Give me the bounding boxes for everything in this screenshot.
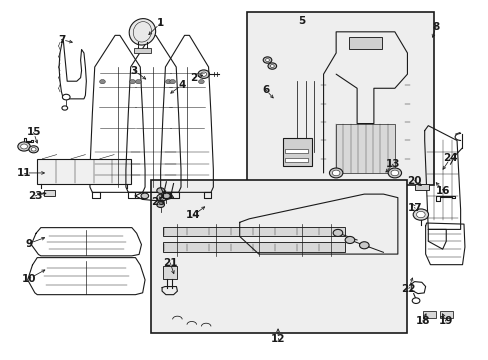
Text: 10: 10 — [21, 274, 36, 284]
Circle shape — [198, 70, 209, 78]
Text: 18: 18 — [415, 316, 429, 326]
Circle shape — [387, 168, 401, 178]
Circle shape — [201, 72, 206, 76]
Circle shape — [159, 196, 163, 199]
Circle shape — [62, 106, 67, 110]
Circle shape — [31, 148, 36, 151]
Circle shape — [329, 168, 342, 178]
Text: 12: 12 — [270, 334, 285, 345]
Text: 7: 7 — [58, 35, 65, 45]
Bar — [38, 159, 131, 184]
Text: 21: 21 — [163, 258, 177, 268]
Circle shape — [270, 65, 274, 67]
Circle shape — [265, 59, 269, 62]
Text: 17: 17 — [407, 203, 422, 213]
Circle shape — [412, 209, 427, 220]
Text: 25: 25 — [151, 197, 165, 207]
Bar — [163, 226, 345, 237]
Circle shape — [332, 170, 339, 176]
Text: 11: 11 — [17, 168, 31, 178]
Circle shape — [157, 188, 164, 193]
Circle shape — [198, 80, 204, 84]
Circle shape — [20, 144, 27, 149]
Circle shape — [141, 193, 148, 199]
Ellipse shape — [129, 19, 155, 45]
Text: 5: 5 — [298, 16, 305, 26]
Bar — [348, 37, 382, 49]
Circle shape — [18, 142, 30, 151]
Bar — [163, 242, 345, 252]
Circle shape — [157, 194, 166, 201]
Circle shape — [411, 298, 419, 303]
Text: 3: 3 — [130, 66, 138, 76]
Bar — [151, 180, 407, 333]
Circle shape — [267, 63, 276, 69]
Text: 13: 13 — [385, 159, 400, 169]
Text: 23: 23 — [28, 191, 42, 201]
Bar — [134, 48, 151, 53]
Bar — [285, 158, 307, 162]
Bar — [246, 13, 433, 185]
Bar — [44, 190, 55, 196]
Circle shape — [62, 94, 70, 100]
Text: 15: 15 — [26, 127, 41, 138]
Circle shape — [169, 80, 175, 84]
Text: 8: 8 — [432, 22, 439, 32]
Bar — [335, 123, 394, 173]
Text: 2: 2 — [190, 73, 198, 83]
Bar — [285, 149, 307, 153]
Text: 6: 6 — [262, 85, 269, 95]
Circle shape — [390, 170, 398, 176]
Text: 20: 20 — [407, 176, 421, 186]
Bar — [422, 311, 435, 318]
Circle shape — [165, 80, 171, 84]
Circle shape — [100, 80, 105, 84]
Circle shape — [162, 193, 170, 199]
Text: 19: 19 — [438, 316, 452, 326]
Circle shape — [416, 211, 424, 218]
Bar — [439, 311, 452, 318]
Text: 9: 9 — [25, 239, 32, 248]
Circle shape — [129, 80, 135, 84]
Text: 16: 16 — [435, 186, 450, 195]
Text: 22: 22 — [401, 284, 415, 294]
Circle shape — [263, 57, 271, 63]
Text: 1: 1 — [157, 18, 164, 28]
Circle shape — [332, 229, 342, 237]
Text: 24: 24 — [442, 153, 457, 163]
Text: 14: 14 — [185, 210, 200, 220]
Text: 4: 4 — [178, 80, 185, 90]
Circle shape — [359, 242, 368, 249]
Circle shape — [157, 202, 164, 207]
Bar — [282, 138, 311, 166]
Bar — [414, 184, 428, 190]
Circle shape — [345, 237, 354, 243]
Circle shape — [135, 80, 141, 84]
Circle shape — [29, 146, 39, 153]
Bar — [163, 266, 177, 279]
